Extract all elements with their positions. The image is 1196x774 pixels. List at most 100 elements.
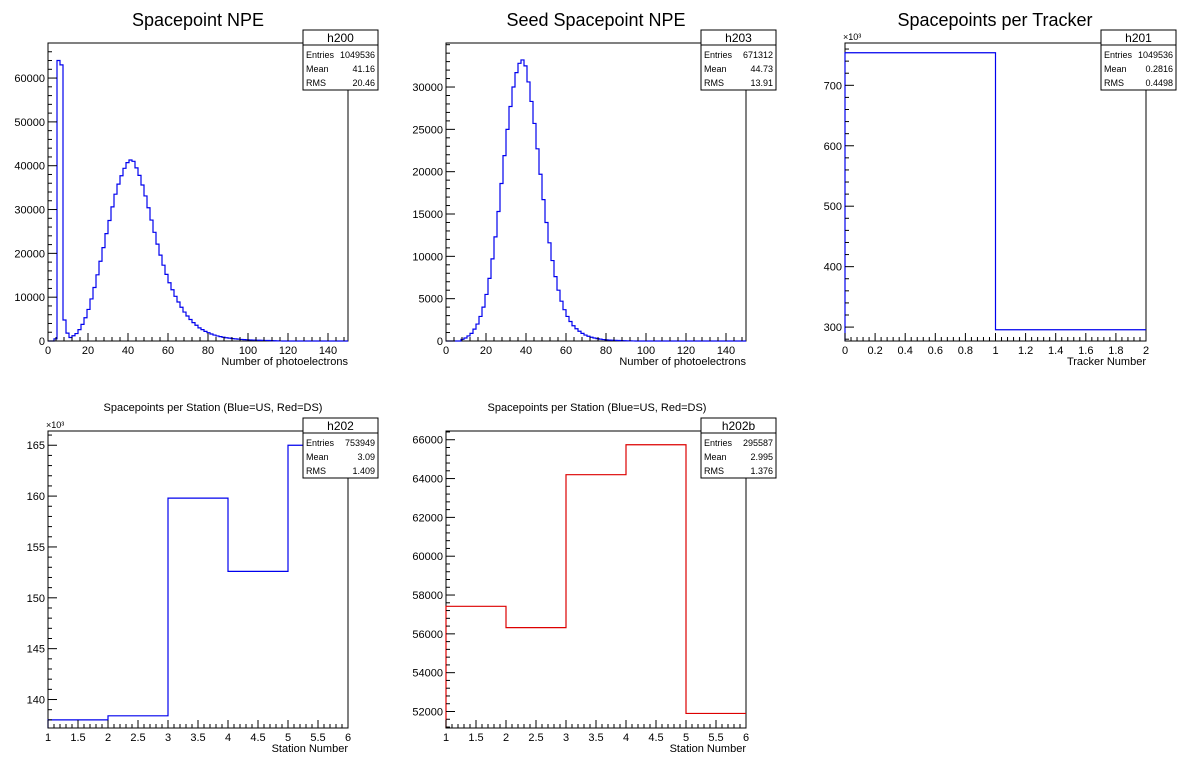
x-tick-label: 0: [842, 345, 848, 357]
stats-box: [700, 417, 777, 479]
x-tick-label: 140: [319, 345, 337, 357]
stats-mean-value: 0.2816: [1145, 64, 1173, 74]
stats-rms-label: RMS: [704, 78, 724, 88]
stats-box: [700, 29, 777, 91]
y-tick-label: 0: [39, 336, 45, 348]
stats-rms-label: RMS: [704, 466, 724, 476]
y-tick-label: 5000: [419, 294, 443, 306]
x-tick-label: 2: [503, 732, 509, 744]
x-tick-label: 120: [677, 345, 695, 357]
stats-rms-value: 1.376: [750, 466, 773, 476]
y-tick-label: 0: [437, 336, 443, 348]
x-tick-label: 0.8: [958, 345, 973, 357]
y-tick-label: 500: [824, 201, 842, 213]
panel-3: Spacepoints per Tracker 0 0.2 0.4 0.6 0.8 1 1.2…: [824, 10, 1177, 368]
y-tick-label: 50000: [14, 117, 45, 129]
stats-rms-value: 0.4498: [1145, 78, 1173, 88]
stats-entries-label: Entries: [1104, 50, 1133, 60]
stats-box: [302, 29, 379, 91]
stats-entries-value: 753949: [345, 438, 375, 448]
y-tick-label: 62000: [412, 512, 443, 524]
y-tick-label: 60000: [14, 73, 45, 85]
x-tick-label: 1.6: [1078, 345, 1093, 357]
y-tick-label: 25000: [412, 124, 443, 136]
stats-name: h202b: [722, 419, 756, 433]
x-tick-label: 1.5: [468, 732, 483, 744]
x-tick-label: 1.5: [70, 732, 85, 744]
x-axis-label: Tracker Number: [1067, 356, 1146, 368]
y-tick-label: 40000: [14, 161, 45, 173]
x-tick-label: 3.5: [190, 732, 205, 744]
x-tick-label: 4: [623, 732, 629, 744]
panel-4: Spacepoints per Station (Blue=US, Red=DS…: [27, 402, 379, 755]
stats-mean-label: Mean: [704, 452, 727, 462]
y-tick-label: 15000: [412, 209, 443, 221]
stats-entries-label: Entries: [306, 50, 335, 60]
stats-entries-label: Entries: [704, 50, 733, 60]
y-tick-label: 54000: [412, 668, 443, 680]
stats-entries-value: 1049536: [340, 50, 375, 60]
y-tick-label: 56000: [412, 629, 443, 641]
y-exponent-label: ×10³: [46, 420, 64, 430]
x-tick-label: 0: [45, 345, 51, 357]
x-tick-label: 4.5: [250, 732, 265, 744]
x-tick-label: 1: [443, 732, 449, 744]
x-tick-label: 2: [1143, 345, 1149, 357]
panel-2: Seed Spacepoint NPE 0 20 40 60 80 100 120 140Num…: [412, 10, 777, 368]
stats-name: h203: [725, 31, 752, 45]
y-tick-label: 30000: [14, 205, 45, 217]
stats-entries-value: 671312: [743, 50, 773, 60]
y-tick-label: 20000: [412, 167, 443, 179]
x-tick-label: 20: [82, 345, 94, 357]
chart-title: Spacepoints per Tracker: [897, 10, 1092, 30]
histogram-series: [844, 52, 1146, 341]
x-tick-label: 100: [637, 345, 655, 357]
x-tick-label: 0.4: [898, 345, 913, 357]
x-tick-label: 6: [345, 732, 351, 744]
y-tick-label: 300: [824, 322, 842, 334]
stats-mean-value: 44.73: [750, 64, 773, 74]
y-tick-label: 10000: [412, 251, 443, 263]
x-tick-label: 0.2: [867, 345, 882, 357]
x-tick-label: 0: [443, 345, 449, 357]
x-tick-label: 2.5: [130, 732, 145, 744]
stats-mean-label: Mean: [306, 64, 329, 74]
histogram-series: [47, 444, 348, 728]
y-tick-label: 155: [27, 542, 45, 554]
y-tick-label: 30000: [412, 82, 443, 94]
plot-frame: [445, 42, 747, 342]
x-tick-label: 1: [45, 732, 51, 744]
y-tick-label: 600: [824, 141, 842, 153]
stats-name: h201: [1125, 31, 1152, 45]
y-exponent-label: ×10³: [843, 32, 861, 42]
stats-mean-label: Mean: [1104, 64, 1127, 74]
stats-rms-value: 13.91: [750, 78, 773, 88]
stats-entries-value: 295587: [743, 438, 773, 448]
x-tick-label: 0.6: [928, 345, 943, 357]
x-tick-label: 1: [992, 345, 998, 357]
x-tick-label: 1.2: [1018, 345, 1033, 357]
x-tick-label: 140: [717, 345, 735, 357]
x-tick-label: 20: [480, 345, 492, 357]
stats-rms-value: 1.409: [352, 466, 375, 476]
x-tick-label: 2: [105, 732, 111, 744]
y-tick-label: 20000: [14, 248, 45, 260]
x-tick-label: 5: [683, 732, 689, 744]
stats-entries-value: 1049536: [1138, 50, 1173, 60]
x-axis-label: Station Number: [670, 743, 747, 755]
x-axis-label: Number of photoelectrons: [221, 356, 348, 368]
histogram-series: [48, 59, 348, 342]
x-tick-label: 5.5: [708, 732, 723, 744]
stats-entries-label: Entries: [704, 438, 733, 448]
x-tick-label: 40: [520, 345, 532, 357]
x-tick-label: 100: [239, 345, 257, 357]
x-tick-label: 4.5: [648, 732, 663, 744]
stats-box: [1100, 29, 1177, 91]
x-tick-label: 40: [122, 345, 134, 357]
y-tick-label: 10000: [14, 292, 45, 304]
x-tick-label: 5: [285, 732, 291, 744]
x-tick-label: 80: [202, 345, 214, 357]
stats-mean-value: 41.16: [352, 64, 375, 74]
